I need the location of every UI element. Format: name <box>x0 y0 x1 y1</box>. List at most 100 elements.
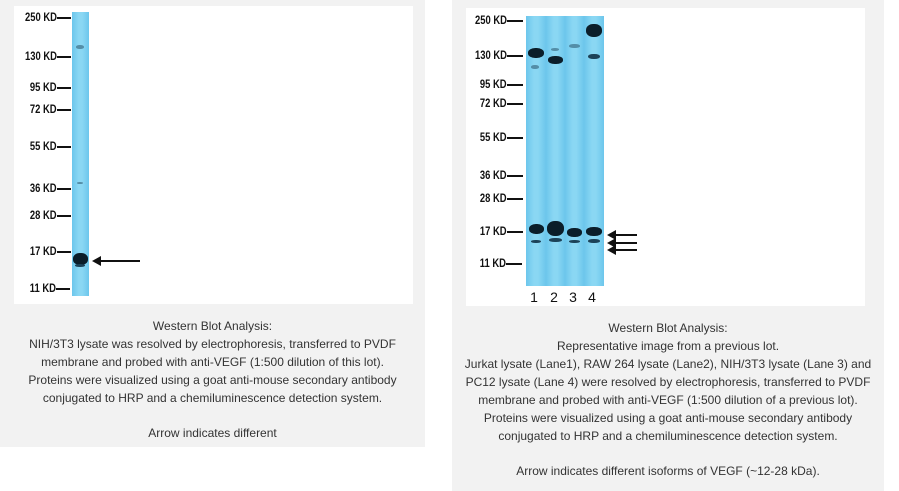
mw-tick <box>507 20 523 22</box>
band <box>76 45 84 49</box>
band <box>567 228 582 237</box>
band <box>77 182 83 184</box>
lane-number: 1 <box>530 289 538 305</box>
band <box>528 48 544 58</box>
mw-marker: 28 KD <box>24 209 71 223</box>
right-mw-ladder: 250 KD 130 KD 95 KD 72 KD 55 KD 36 KD 28… <box>466 8 586 306</box>
arrow-indicator <box>607 230 637 240</box>
lane-4 <box>584 16 604 286</box>
caption-line: PC12 lysate (Lane 4) were resolved by el… <box>465 375 871 389</box>
band <box>569 240 580 243</box>
mw-label: 17 KD <box>29 246 57 258</box>
mw-marker: 72 KD <box>474 97 523 111</box>
caption-line: Representative image from a previous lot… <box>556 339 780 353</box>
mw-label: 36 KD <box>29 183 57 195</box>
arrow-indicator <box>607 238 637 248</box>
band <box>586 227 602 236</box>
band <box>588 54 600 59</box>
mw-marker: 17 KD <box>474 225 523 239</box>
mw-label: 36 KD <box>479 170 507 182</box>
mw-label: 11 KD <box>479 258 506 270</box>
mw-tick <box>506 175 523 177</box>
mw-label: 72 KD <box>29 104 57 116</box>
mw-marker: 250 KD <box>18 11 71 25</box>
caption-line: conjugated to HRP and a chemiluminescenc… <box>498 429 838 443</box>
caption-note: Arrow indicates different isoforms of VE… <box>516 464 820 478</box>
right-caption: Western Blot Analysis: Representative im… <box>452 319 884 480</box>
mw-label: 250 KD <box>25 12 57 24</box>
caption-line: conjugated to HRP and a chemiluminescenc… <box>42 391 383 405</box>
band <box>531 65 539 69</box>
mw-marker: 28 KD <box>474 192 523 206</box>
lane <box>72 12 89 296</box>
mw-marker: 36 KD <box>474 169 523 183</box>
caption-line: Proteins were visualized using a goat an… <box>28 373 397 387</box>
left-blot-image: 250 KD 130 KD 95 KD 72 KD 55 KD 36 KD 28… <box>14 6 413 304</box>
band <box>549 238 562 242</box>
mw-tick <box>56 109 71 111</box>
band <box>548 56 563 64</box>
mw-marker: 36 KD <box>24 182 71 196</box>
mw-label: 17 KD <box>479 226 507 238</box>
mw-tick <box>505 263 522 265</box>
mw-tick <box>56 251 71 253</box>
mw-tick <box>506 231 523 233</box>
mw-tick <box>56 87 71 89</box>
mw-label: 28 KD <box>479 193 507 205</box>
mw-marker: 11 KD <box>24 282 70 296</box>
caption-note: Arrow indicates different <box>148 426 277 440</box>
mw-tick <box>57 17 71 19</box>
mw-label: 95 KD <box>29 82 57 94</box>
mw-marker: 95 KD <box>474 78 523 92</box>
mw-label: 55 KD <box>29 141 57 153</box>
mw-marker: 72 KD <box>24 103 71 117</box>
mw-label: 55 KD <box>479 132 507 144</box>
mw-tick <box>56 146 71 148</box>
mw-marker: 95 KD <box>24 81 71 95</box>
mw-marker: 130 KD <box>468 49 523 63</box>
band <box>547 221 564 236</box>
mw-label: 250 KD <box>475 15 507 27</box>
membrane-strip <box>72 12 89 296</box>
band <box>529 224 544 234</box>
arrow-indicator <box>607 245 637 255</box>
mw-tick <box>56 188 71 190</box>
caption-line: membrane and probed with anti-VEGF (1:50… <box>478 393 858 407</box>
mw-marker: 250 KD <box>468 14 523 28</box>
caption-title: Western Blot Analysis: <box>152 319 273 333</box>
caption-line: Proteins were visualized using a goat an… <box>483 411 853 425</box>
caption-line: NIH/3T3 lysate was resolved by electroph… <box>29 337 396 351</box>
caption-line: membrane and probed with anti-VEGF (1:50… <box>41 355 384 369</box>
mw-marker: 55 KD <box>24 140 71 154</box>
mw-tick <box>506 103 523 105</box>
band <box>551 48 559 51</box>
mw-label: 72 KD <box>479 98 507 110</box>
band <box>531 240 541 243</box>
lane-number: 2 <box>550 289 558 305</box>
mw-label: 11 KD <box>29 283 56 295</box>
left-mw-ladder: 250 KD 130 KD 95 KD 72 KD 55 KD 36 KD 28… <box>14 6 134 304</box>
mw-tick <box>506 198 523 200</box>
mw-label: 28 KD <box>29 210 57 222</box>
mw-marker: 55 KD <box>474 131 523 145</box>
lane-number: 4 <box>588 289 596 305</box>
band <box>73 253 88 265</box>
membrane-strip <box>526 16 604 286</box>
lane-1 <box>526 16 546 286</box>
left-blot-panel: 250 KD 130 KD 95 KD 72 KD 55 KD 36 KD 28… <box>0 0 425 447</box>
right-blot-panel: 250 KD 130 KD 95 KD 72 KD 55 KD 36 KD 28… <box>452 0 884 491</box>
left-caption: Western Blot Analysis: NIH/3T3 lysate wa… <box>0 317 425 442</box>
arrow-indicator <box>92 256 140 266</box>
caption-line: Jurkat lysate (Lane1), RAW 264 lysate (L… <box>464 357 872 371</box>
mw-tick <box>506 137 523 139</box>
mw-tick <box>55 288 70 290</box>
mw-tick <box>56 215 71 217</box>
mw-label: 95 KD <box>479 79 507 91</box>
mw-tick <box>507 55 523 57</box>
caption-title: Western Blot Analysis: <box>608 321 728 335</box>
band <box>586 24 602 37</box>
mw-tick <box>506 84 523 86</box>
mw-marker: 11 KD <box>474 257 522 271</box>
band <box>588 239 600 243</box>
mw-tick <box>57 56 71 58</box>
